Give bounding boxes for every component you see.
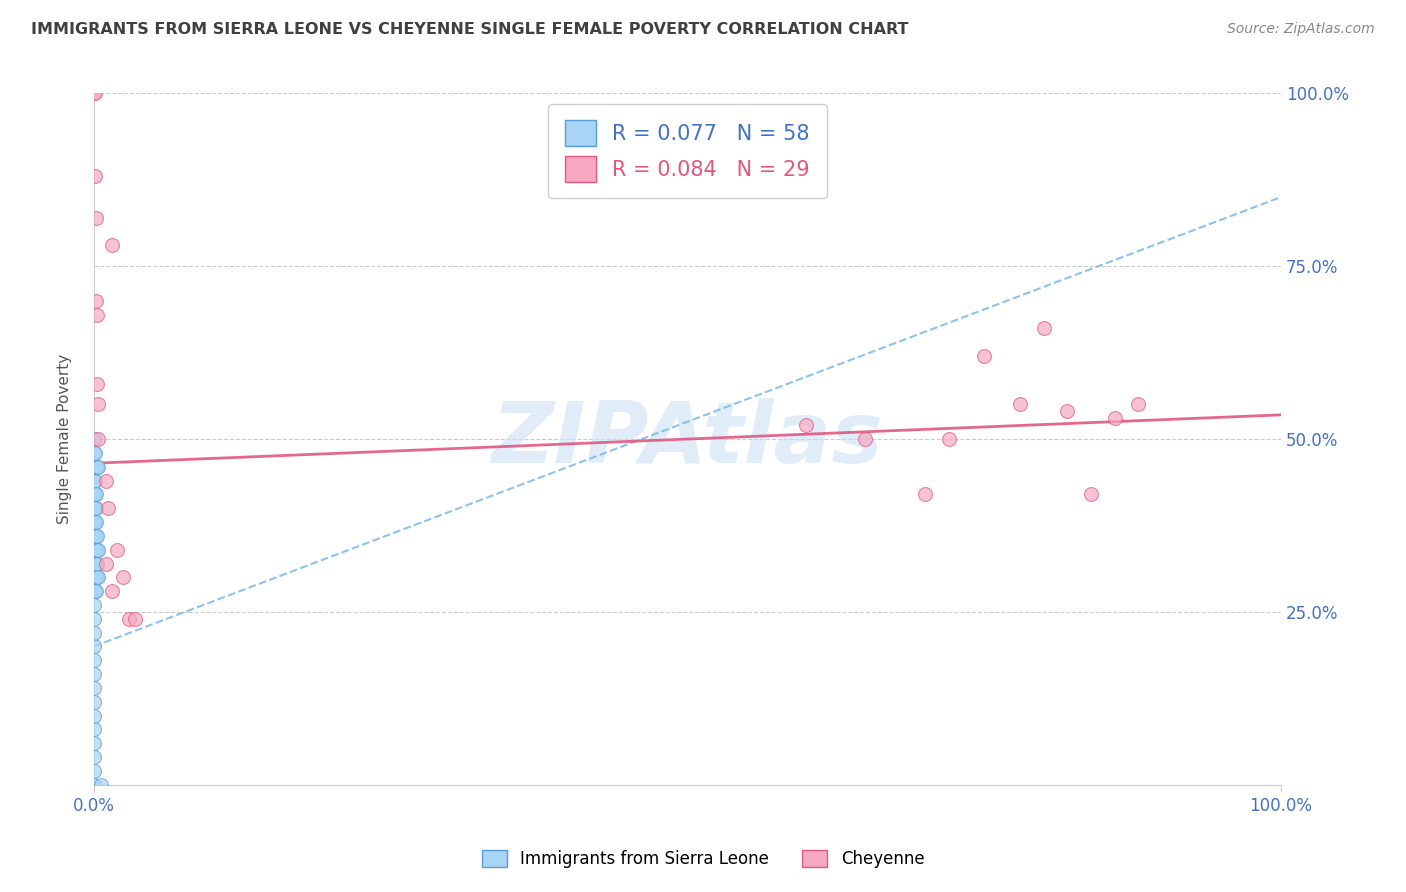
Point <box>83 625 105 640</box>
Point <box>83 501 105 516</box>
Point <box>83 487 105 501</box>
Point <box>83 474 105 488</box>
Point <box>83 708 105 723</box>
Point <box>83 87 105 101</box>
Point <box>90 778 112 792</box>
Legend: R = 0.077   N = 58, R = 0.084   N = 29: R = 0.077 N = 58, R = 0.084 N = 29 <box>548 103 827 198</box>
Point <box>94 557 117 571</box>
Point <box>84 584 107 599</box>
Y-axis label: Single Female Poverty: Single Female Poverty <box>58 354 72 524</box>
Point <box>83 570 105 584</box>
Point <box>86 308 108 322</box>
Point <box>83 764 105 778</box>
Point <box>86 542 108 557</box>
Point <box>83 487 105 501</box>
Point <box>1032 321 1054 335</box>
Point <box>83 750 105 764</box>
Point <box>112 570 135 584</box>
Point <box>84 293 107 308</box>
Point <box>83 515 105 529</box>
Point <box>83 612 105 626</box>
Point <box>84 557 107 571</box>
Text: IMMIGRANTS FROM SIERRA LEONE VS CHEYENNE SINGLE FEMALE POVERTY CORRELATION CHART: IMMIGRANTS FROM SIERRA LEONE VS CHEYENNE… <box>31 22 908 37</box>
Point <box>1128 397 1150 411</box>
Point <box>83 515 105 529</box>
Point <box>83 529 105 543</box>
Point <box>1056 404 1078 418</box>
Point <box>86 570 108 584</box>
Point <box>83 87 105 101</box>
Point <box>86 557 108 571</box>
Point <box>86 376 108 391</box>
Point <box>855 432 877 446</box>
Point <box>83 542 105 557</box>
Point <box>83 557 105 571</box>
Point <box>1008 397 1031 411</box>
Point <box>83 501 105 516</box>
Point <box>83 640 105 654</box>
Point <box>83 778 105 792</box>
Legend: Immigrants from Sierra Leone, Cheyenne: Immigrants from Sierra Leone, Cheyenne <box>475 843 931 875</box>
Point <box>97 501 120 516</box>
Point <box>1080 487 1102 501</box>
Point <box>973 349 995 363</box>
Point <box>84 501 107 516</box>
Point <box>83 432 105 446</box>
Point <box>84 542 107 557</box>
Point <box>83 529 105 543</box>
Point <box>87 570 110 584</box>
Point <box>87 432 110 446</box>
Point <box>83 667 105 681</box>
Point <box>84 529 107 543</box>
Point <box>83 598 105 612</box>
Point <box>83 570 105 584</box>
Point <box>84 515 107 529</box>
Point <box>83 169 105 184</box>
Point <box>83 557 105 571</box>
Point <box>83 515 105 529</box>
Point <box>83 681 105 695</box>
Point <box>100 584 122 599</box>
Point <box>84 570 107 584</box>
Point <box>83 542 105 557</box>
Point <box>118 612 141 626</box>
Point <box>94 474 117 488</box>
Point <box>83 723 105 737</box>
Point <box>87 542 110 557</box>
Point <box>83 584 105 599</box>
Point <box>84 459 107 474</box>
Text: Source: ZipAtlas.com: Source: ZipAtlas.com <box>1227 22 1375 37</box>
Text: ZIPAtlas: ZIPAtlas <box>492 398 883 481</box>
Point <box>83 501 105 516</box>
Point <box>938 432 960 446</box>
Point <box>87 397 110 411</box>
Point <box>83 736 105 750</box>
Point <box>107 542 129 557</box>
Point <box>794 418 817 433</box>
Point <box>83 446 105 460</box>
Point <box>83 446 105 460</box>
Point <box>84 211 107 225</box>
Point <box>83 459 105 474</box>
Point <box>83 474 105 488</box>
Point <box>84 487 107 501</box>
Point <box>100 238 122 252</box>
Point <box>1104 411 1126 425</box>
Point <box>86 459 108 474</box>
Point <box>83 529 105 543</box>
Point <box>86 529 108 543</box>
Point <box>83 653 105 667</box>
Point <box>87 459 110 474</box>
Point <box>124 612 146 626</box>
Point <box>914 487 936 501</box>
Point <box>83 584 105 599</box>
Point <box>83 487 105 501</box>
Point <box>83 695 105 709</box>
